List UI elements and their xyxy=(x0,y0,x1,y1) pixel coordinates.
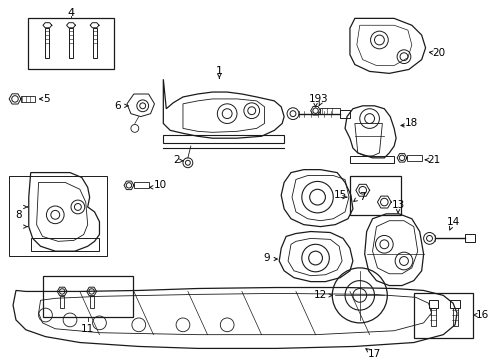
Text: 13: 13 xyxy=(391,200,404,210)
Text: 12: 12 xyxy=(313,291,326,300)
Bar xyxy=(42,276,133,317)
Bar xyxy=(464,234,474,242)
Bar xyxy=(320,108,340,114)
Bar xyxy=(452,308,457,326)
Bar xyxy=(427,300,437,308)
Text: 8: 8 xyxy=(16,210,22,220)
Text: 11: 11 xyxy=(81,324,94,334)
Bar xyxy=(45,28,49,58)
Bar xyxy=(21,96,35,102)
Text: 2: 2 xyxy=(172,155,179,165)
Bar xyxy=(69,28,73,58)
Text: 15: 15 xyxy=(333,190,346,200)
Text: 19: 19 xyxy=(308,94,322,104)
Text: 18: 18 xyxy=(405,118,418,129)
Bar xyxy=(28,18,114,69)
Text: 17: 17 xyxy=(367,349,380,359)
Bar xyxy=(349,176,400,215)
Text: 1: 1 xyxy=(215,66,223,76)
Bar xyxy=(449,300,459,308)
Bar xyxy=(92,28,96,58)
Bar xyxy=(340,110,349,118)
Bar xyxy=(89,296,93,308)
Text: 7: 7 xyxy=(359,192,366,202)
Text: 14: 14 xyxy=(446,217,459,227)
Text: 21: 21 xyxy=(426,155,439,165)
Bar xyxy=(413,293,472,338)
Text: 10: 10 xyxy=(154,180,166,190)
Text: 3: 3 xyxy=(320,94,326,104)
Text: 6: 6 xyxy=(114,101,120,111)
Bar xyxy=(60,296,64,308)
Text: 20: 20 xyxy=(431,48,444,58)
Text: 9: 9 xyxy=(263,253,269,263)
Text: 16: 16 xyxy=(475,310,488,320)
Bar xyxy=(9,176,107,256)
Text: 4: 4 xyxy=(67,9,74,18)
Bar xyxy=(430,308,435,326)
Text: 5: 5 xyxy=(43,94,50,104)
Bar xyxy=(134,183,148,188)
Bar xyxy=(406,155,421,161)
